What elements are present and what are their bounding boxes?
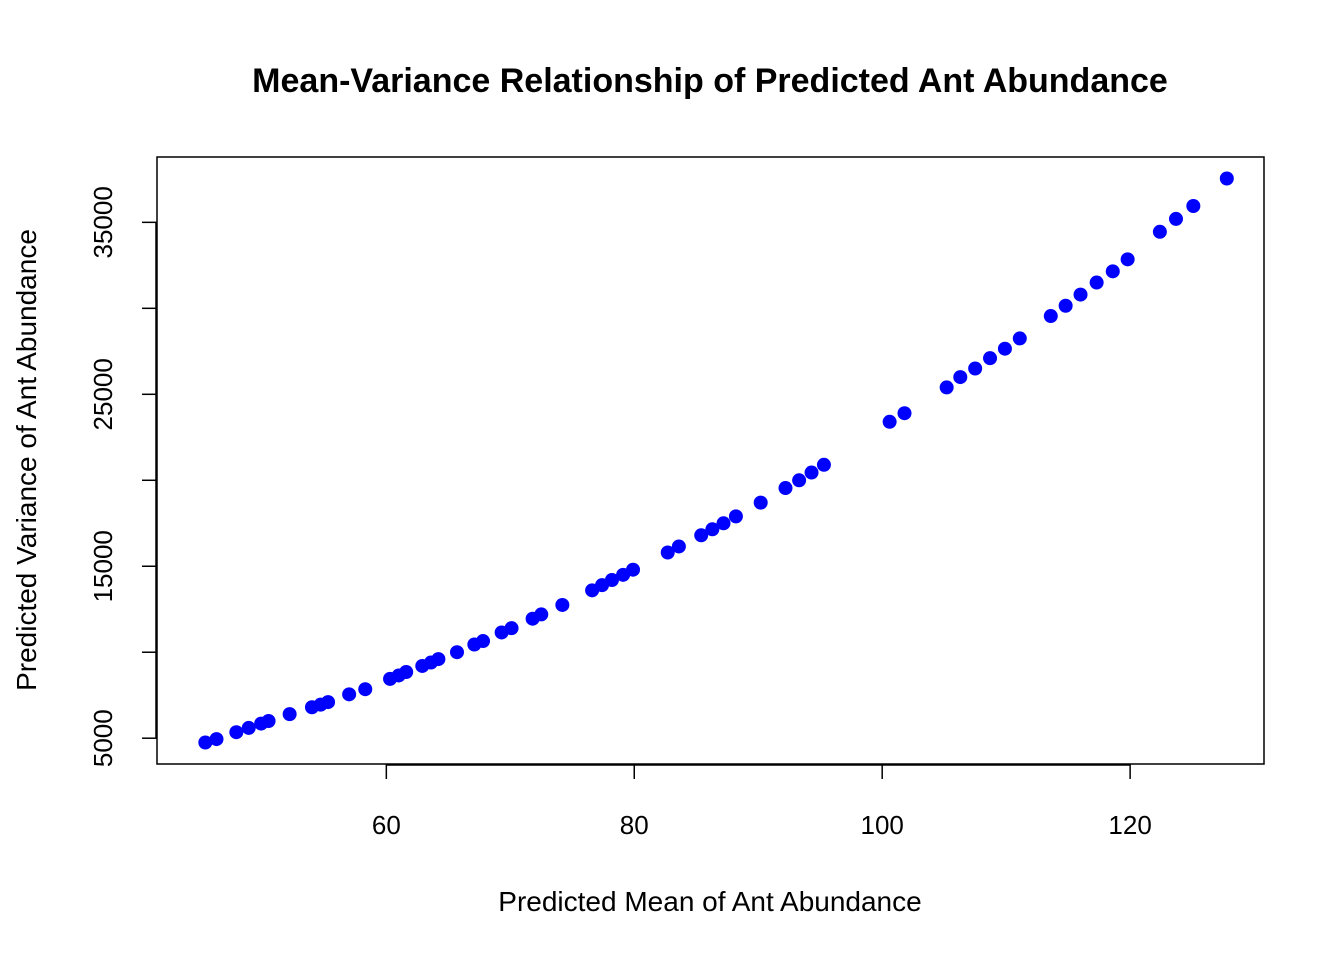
data-point (229, 725, 244, 740)
data-point (728, 509, 743, 524)
data-point (431, 652, 446, 667)
data-point (1120, 252, 1135, 267)
data-point (939, 380, 954, 395)
data-point (671, 539, 686, 554)
y-tick-label: 25000 (88, 358, 118, 430)
y-tick-label: 35000 (88, 186, 118, 258)
data-point (983, 351, 998, 366)
y-axis-label: Predicted Variance of Ant Abundance (11, 229, 42, 691)
data-point (1105, 264, 1120, 279)
data-point (626, 562, 641, 577)
data-point (1186, 199, 1201, 214)
data-point (261, 714, 276, 729)
x-tick-label: 60 (372, 810, 401, 840)
data-point (1168, 211, 1183, 226)
chart-title: Mean-Variance Relationship of Predicted … (252, 62, 1168, 100)
data-point (792, 473, 807, 488)
data-point (1043, 309, 1058, 324)
data-point (449, 645, 464, 660)
data-point (198, 735, 213, 750)
data-point (1152, 224, 1167, 239)
data-point (694, 528, 709, 543)
data-point (342, 687, 357, 702)
x-tick-label: 120 (1108, 810, 1151, 840)
data-point (882, 414, 897, 429)
data-point (399, 665, 414, 680)
data-point (897, 406, 912, 421)
data-point (1219, 171, 1234, 186)
y-tick-label: 15000 (88, 530, 118, 602)
data-point (705, 522, 720, 537)
data-point (660, 545, 675, 560)
y-tick-label: 5000 (88, 709, 118, 767)
data-point (321, 695, 336, 710)
data-point (1073, 287, 1088, 302)
x-axis: 60 80 100 120 (372, 764, 1152, 840)
data-point (534, 607, 549, 622)
data-point (555, 597, 570, 612)
y-axis: 5000 15000 25000 35000 (88, 186, 157, 767)
data-point (778, 481, 793, 496)
data-point (953, 370, 968, 385)
data-point (1089, 275, 1104, 290)
data-point (997, 341, 1012, 356)
data-point (504, 621, 519, 636)
plot-frame (156, 156, 1265, 765)
data-point (604, 573, 619, 588)
data-point (1058, 298, 1073, 313)
data-point (1012, 331, 1027, 346)
data-point (282, 707, 297, 722)
x-axis-label: Predicted Mean of Ant Abundance (498, 886, 921, 917)
data-point (476, 634, 491, 649)
x-tick-label: 80 (620, 810, 649, 840)
data-point (241, 720, 256, 735)
data-point (968, 361, 983, 376)
data-point (804, 465, 819, 480)
data-point (753, 495, 768, 510)
x-tick-label: 100 (860, 810, 903, 840)
data-point (716, 516, 731, 531)
data-points (198, 171, 1234, 750)
data-point (816, 457, 831, 472)
data-point (358, 682, 373, 697)
data-point (209, 732, 224, 747)
